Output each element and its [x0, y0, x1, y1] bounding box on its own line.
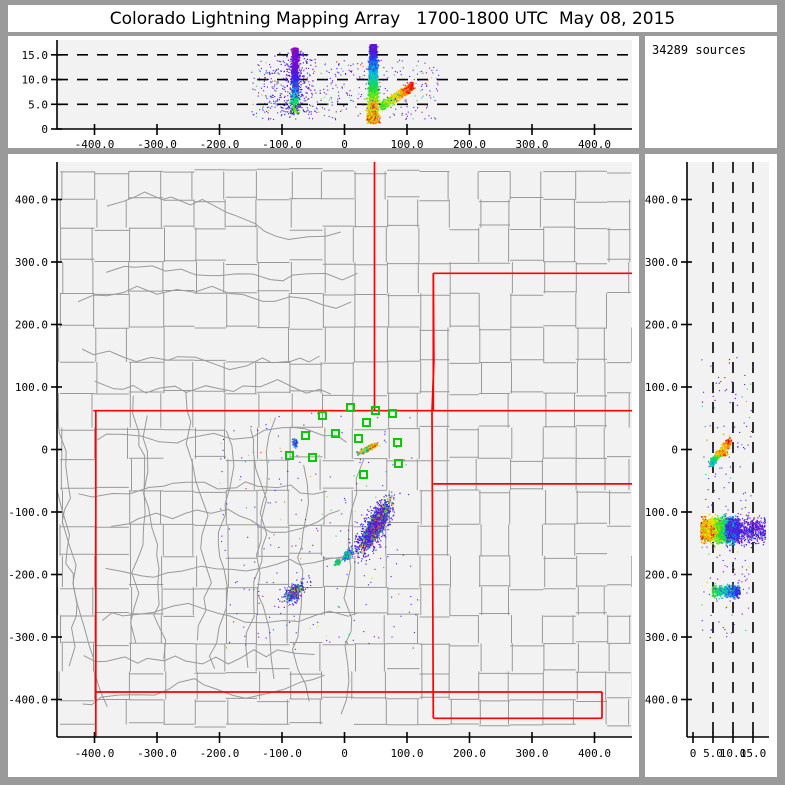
lma-station-marker	[330, 429, 340, 439]
plan-view-map-plot	[57, 162, 632, 737]
lma-station-marker	[318, 410, 328, 420]
plan-view-map-canvas	[57, 162, 632, 737]
lma-station-marker	[346, 402, 356, 412]
lma-station-marker	[392, 437, 402, 447]
lma-station-marker	[285, 451, 294, 461]
altitude-vs-north-south-panel: 400.0300.0200.0100.00-100.0-200.0-300.0-…	[645, 154, 777, 777]
altitude-vs-east-west-canvas	[57, 44, 632, 125]
lma-station-marker	[387, 408, 397, 418]
lma-station-marker	[307, 452, 317, 462]
altitude-vs-east-west-plot	[57, 40, 632, 129]
lma-station-marker	[371, 406, 381, 416]
lma-station-marker	[393, 458, 403, 468]
altitude-vs-north-south-axes: 400.0300.0200.0100.00-100.0-200.0-300.0-…	[645, 162, 769, 760]
title-bar: Colorado Lightning Mapping Array 1700-18…	[8, 5, 777, 32]
plan-view-map-axes: 400.0300.0200.0100.00-100.0-200.0-300.0-…	[8, 162, 632, 760]
lma-station-marker	[353, 433, 363, 443]
altitude-vs-east-west-panel: 0 5.0 10.0 15.0 -400.0 -300.0 -200.0 -100.0 0 100…	[8, 36, 639, 148]
altitude-vs-east-west-axes: 05.010.015.0-400.0 -300.0 -200.0 -100.0 0 100…	[22, 40, 632, 148]
altitude-vs-north-south-canvas	[700, 162, 767, 737]
altitude-vs-north-south-plot	[687, 162, 769, 737]
lma-station-marker	[361, 417, 371, 427]
page-title: Colorado Lightning Mapping Array 1700-18…	[110, 9, 675, 29]
lma-station-marker	[301, 431, 311, 441]
lma-station-marker	[358, 470, 368, 479]
plan-view-map-panel: 400.0 300.0 200.0 100.0 0 -100.0 -200.0 -300.0-…	[8, 154, 639, 777]
sources-info-panel: 34289 sources	[645, 36, 777, 148]
source-count-label: 34289 sources	[652, 43, 746, 57]
